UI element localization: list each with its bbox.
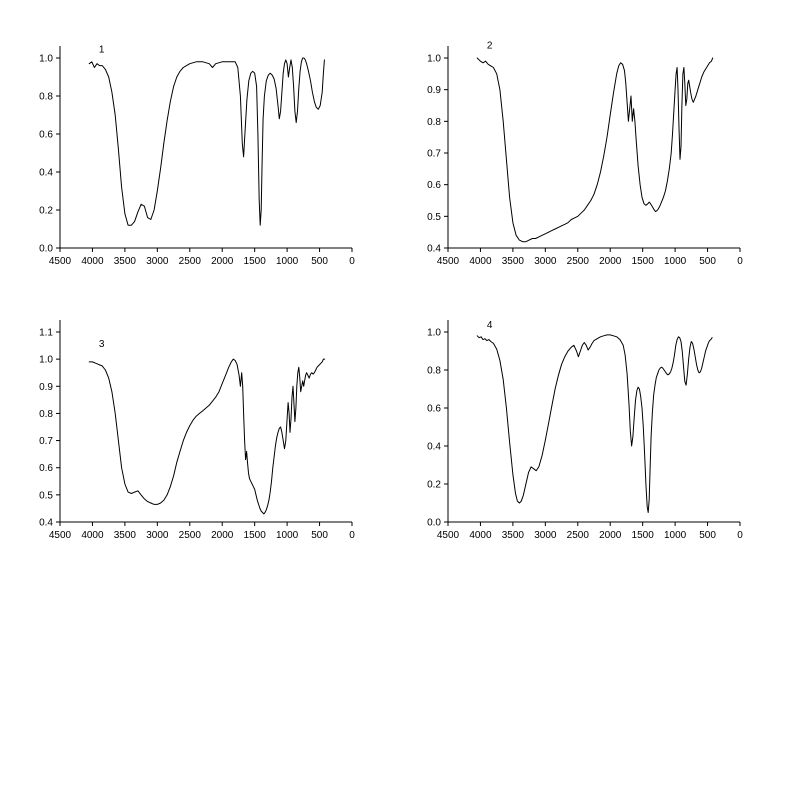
y-tick-label: 0.9 bbox=[427, 85, 441, 96]
x-tick-label: 3500 bbox=[502, 530, 525, 541]
x-tick-label: 3000 bbox=[146, 256, 169, 267]
x-tick-label: 1000 bbox=[276, 530, 299, 541]
x-tick-label: 1000 bbox=[276, 256, 299, 267]
x-tick-label: 3000 bbox=[534, 530, 557, 541]
x-tick-label: 500 bbox=[311, 256, 328, 267]
y-tick-label: 1.0 bbox=[427, 328, 441, 339]
spectrum-svg-3: 4500 4000 3500 3000 2500 2000 1500 1000 500 0 0.4 0… bbox=[39, 320, 355, 541]
x-tick-label: 4000 bbox=[81, 256, 104, 267]
x-tick-label: 2500 bbox=[567, 256, 590, 267]
y-tick-label: 0.9 bbox=[39, 382, 53, 393]
spectrum-line bbox=[88, 57, 325, 226]
series-label: 2 bbox=[487, 41, 493, 52]
ir-spectrum-chart-4: 4500 4000 3500 3000 2500 2000 1500 1000 500 0 0.0 0… bbox=[412, 310, 752, 562]
y-tick-label: 0.2 bbox=[39, 206, 53, 217]
y-tick-label: 0.7 bbox=[427, 149, 441, 160]
y-tick-label: 0.4 bbox=[39, 518, 53, 529]
ir-spectrum-chart-3: 4500 4000 3500 3000 2500 2000 1500 1000 500 0 0.4 0… bbox=[24, 310, 364, 562]
x-tick-label: 1500 bbox=[244, 256, 267, 267]
x-tick-label: 3000 bbox=[534, 256, 557, 267]
y-tick-label: 0.0 bbox=[39, 244, 53, 255]
y-tick-label: 0.6 bbox=[39, 463, 53, 474]
x-tick-label: 2500 bbox=[179, 256, 202, 267]
x-tick-label: 2500 bbox=[179, 530, 202, 541]
x-tick-label: 3500 bbox=[502, 256, 525, 267]
x-tick-label: 2500 bbox=[567, 530, 590, 541]
x-tick-label: 4000 bbox=[469, 256, 492, 267]
x-tick-label: 1500 bbox=[632, 256, 655, 267]
x-tick-label: 4500 bbox=[437, 530, 460, 541]
x-tick-label: 3000 bbox=[146, 530, 169, 541]
y-tick-label: 0.8 bbox=[39, 409, 53, 420]
y-tick-label: 1.0 bbox=[39, 54, 53, 65]
y-tick-label: 0.5 bbox=[427, 212, 441, 223]
spectrum-line bbox=[476, 57, 714, 243]
x-tick-label: 0 bbox=[349, 256, 355, 267]
y-tick-label: 0.4 bbox=[39, 168, 53, 179]
x-tick-label: 1500 bbox=[632, 530, 655, 541]
spectrum-line bbox=[476, 334, 713, 513]
x-tick-label: 0 bbox=[737, 256, 743, 267]
y-tick-label: 0.6 bbox=[427, 180, 441, 191]
x-tick-label: 2000 bbox=[211, 530, 234, 541]
y-tick-label: 0.4 bbox=[427, 442, 441, 453]
x-tick-label: 0 bbox=[737, 530, 743, 541]
series-label: 1 bbox=[99, 44, 105, 55]
series-label: 3 bbox=[99, 339, 105, 350]
x-tick-label: 3500 bbox=[114, 530, 137, 541]
x-tick-label: 4000 bbox=[469, 530, 492, 541]
y-tick-label: 0.2 bbox=[427, 480, 441, 491]
y-tick-label: 0.6 bbox=[39, 130, 53, 141]
series-label: 4 bbox=[487, 320, 493, 331]
x-tick-label: 2000 bbox=[211, 256, 234, 267]
y-tick-label: 0.8 bbox=[39, 92, 53, 103]
x-tick-label: 1500 bbox=[244, 530, 267, 541]
spectrum-svg-2: 4500 4000 3500 3000 2500 2000 1500 1000 500 0 0.4 0… bbox=[427, 41, 743, 268]
x-tick-label: 500 bbox=[699, 530, 716, 541]
ir-spectrum-chart-2: 4500 4000 3500 3000 2500 2000 1500 1000 500 0 0.4 0… bbox=[412, 36, 752, 288]
y-tick-label: 1.0 bbox=[39, 355, 53, 366]
x-tick-label: 3500 bbox=[114, 256, 137, 267]
spectrum-svg-1: 4500 4000 3500 3000 2500 2000 1500 1000 500 0 0.0 0… bbox=[39, 44, 355, 267]
x-tick-label: 4000 bbox=[81, 530, 104, 541]
x-tick-label: 2000 bbox=[599, 530, 622, 541]
y-tick-label: 0.4 bbox=[427, 244, 441, 255]
x-tick-label: 2000 bbox=[599, 256, 622, 267]
x-tick-label: 1000 bbox=[664, 530, 687, 541]
x-tick-label: 4500 bbox=[49, 530, 72, 541]
ir-spectrum-chart-1: 4500 4000 3500 3000 2500 2000 1500 1000 500 0 0.0 0… bbox=[24, 36, 364, 288]
x-tick-label: 4500 bbox=[437, 256, 460, 267]
spectrum-line bbox=[88, 358, 326, 515]
y-tick-label: 0.7 bbox=[39, 436, 53, 447]
x-tick-label: 4500 bbox=[49, 256, 72, 267]
y-tick-label: 0.5 bbox=[39, 490, 53, 501]
y-tick-label: 1.0 bbox=[427, 54, 441, 65]
y-tick-label: 0.6 bbox=[427, 404, 441, 415]
x-tick-label: 500 bbox=[311, 530, 328, 541]
x-tick-label: 1000 bbox=[664, 256, 687, 267]
x-tick-label: 500 bbox=[699, 256, 716, 267]
x-tick-label: 0 bbox=[349, 530, 355, 541]
y-tick-label: 0.0 bbox=[427, 518, 441, 529]
y-tick-label: 0.8 bbox=[427, 117, 441, 128]
y-tick-label: 0.8 bbox=[427, 366, 441, 377]
spectrum-svg-4: 4500 4000 3500 3000 2500 2000 1500 1000 500 0 0.0 0… bbox=[427, 320, 743, 541]
y-tick-label: 1.1 bbox=[39, 328, 53, 339]
